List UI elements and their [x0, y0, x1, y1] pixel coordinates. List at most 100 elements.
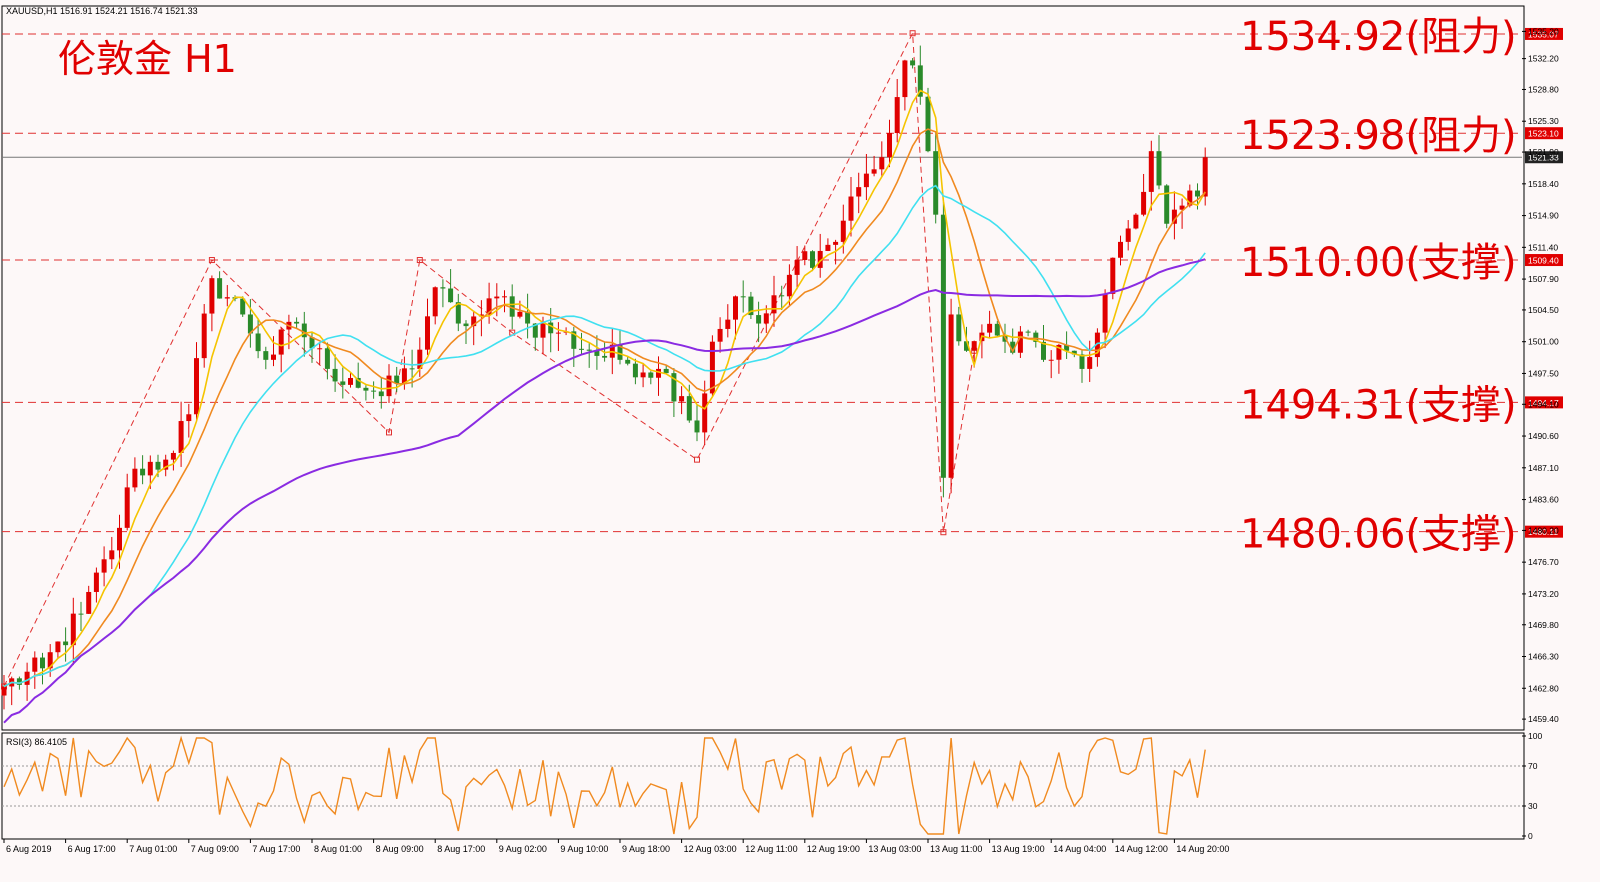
candle-69: [532, 323, 538, 351]
candle-150: [1156, 135, 1162, 190]
x-tick-label-14: 13 Aug 03:00: [868, 844, 921, 854]
candle-94: [725, 304, 731, 338]
candle-104: [802, 245, 808, 266]
candle-42: [324, 342, 330, 380]
candle-153: [1179, 198, 1185, 229]
rsi-tick-label-0: 100: [1528, 731, 1542, 741]
candle-50: [386, 364, 392, 404]
x-tick-label-19: 14 Aug 20:00: [1176, 844, 1229, 854]
y-tick-label-3: 1525.30: [1528, 116, 1559, 126]
candle-45: [348, 372, 353, 388]
x-tick-label-2: 7 Aug 01:00: [129, 844, 177, 854]
candle-18: [140, 455, 146, 485]
x-tick-label-3: 7 Aug 09:00: [191, 844, 239, 854]
level-label-3: 1494.31(支撑): [1240, 382, 1517, 428]
x-tick-label-13: 12 Aug 19:00: [807, 844, 860, 854]
candle-76: [586, 343, 592, 368]
candle-49: [378, 377, 384, 409]
candle-106: [817, 233, 823, 278]
rsi-plot-frame: [1, 732, 1525, 840]
candle-65: [502, 290, 507, 313]
candle-7: [55, 641, 61, 659]
y-tick-label-7: 1511.40: [1528, 242, 1558, 252]
ma-60-line: [3, 258, 1206, 724]
candle-141: [1087, 340, 1093, 382]
candle-31: [240, 296, 246, 317]
y-tick-label-16: 1480.20: [1528, 525, 1559, 535]
level-labels-layer: 1534.92(阻力) 1535.07 1523.98(阻力) 1523.10 1510…: [1240, 14, 1563, 558]
level-tag-bg-0: [1525, 27, 1563, 40]
candle-87: [671, 368, 677, 418]
candle-21: [163, 454, 169, 477]
current-price-tag-bg: [1525, 151, 1563, 164]
candle-84: [648, 371, 654, 385]
candle-96: [740, 280, 746, 313]
x-tick-label-18: 14 Aug 12:00: [1115, 844, 1168, 854]
y-tick-label-19: 1469.80: [1528, 620, 1559, 630]
x-tick-label-17: 14 Aug 04:00: [1053, 844, 1106, 854]
zigzag-point-6: [909, 30, 916, 37]
candle-22: [170, 450, 176, 471]
candle-53: [409, 349, 415, 388]
candle-55: [425, 298, 430, 356]
y-tick-label-14: 1487.10: [1528, 463, 1559, 473]
zigzag-point-5: [694, 456, 700, 463]
candle-92: [709, 335, 715, 396]
x-tick-label-12: 12 Aug 11:00: [745, 844, 797, 854]
candle-26: [201, 304, 207, 368]
candle-152: [1171, 191, 1177, 240]
candle-34: [263, 346, 269, 370]
zigzag-point-3: [416, 257, 423, 264]
candle-99: [763, 305, 769, 333]
candle-28: [217, 271, 223, 299]
y-axis: 1535.20 1532.20 1528.80 1525.30 1521.90 1518.…: [1522, 26, 1559, 724]
rsi-layer: 100 70 30 0: [2, 731, 1542, 841]
y-tick-label-1: 1532.20: [1528, 54, 1559, 64]
candle-149: [1148, 140, 1154, 211]
zigzag-point-2: [386, 429, 392, 436]
y-tick-label-20: 1466.30: [1528, 652, 1559, 662]
x-tick-label-10: 9 Aug 18:00: [622, 844, 670, 854]
y-tick-label-10: 1501.00: [1528, 337, 1559, 347]
y-tick-label-4: 1521.90: [1528, 147, 1559, 157]
candle-103: [794, 246, 800, 290]
candle-35: [271, 336, 276, 367]
candle-66: [509, 284, 515, 330]
chart-title: 伦敦金 H1: [58, 37, 237, 81]
candle-62: [478, 300, 484, 337]
candle-90: [694, 404, 700, 442]
candle-61: [471, 310, 477, 346]
candle-44: [340, 367, 346, 399]
candle-148: [1141, 173, 1147, 217]
candle-9: [70, 597, 76, 666]
y-tick-label-17: 1476.70: [1528, 557, 1559, 567]
y-tick-label-18: 1473.20: [1528, 589, 1559, 599]
candle-13: [101, 546, 107, 587]
candle-81: [625, 356, 631, 366]
candle-114: [879, 141, 885, 177]
candle-63: [486, 282, 492, 324]
candle-1: [9, 676, 15, 706]
x-tick-label-0: 6 Aug 2019: [6, 844, 52, 854]
level-label-2: 1510.00(支撑): [1240, 240, 1517, 286]
candle-46: [355, 362, 361, 389]
candle-25: [194, 342, 199, 421]
level-tag-1: 1523.10: [1528, 129, 1559, 139]
candle-17: [132, 457, 138, 492]
y-tick-label-15: 1483.60: [1528, 495, 1559, 505]
symbol-info: XAUUSD,H1 1516.91 1524.21 1516.74 1521.3…: [6, 6, 198, 16]
candle-110: [848, 177, 854, 237]
ma-20-line: [3, 184, 1206, 688]
candle-47: [363, 385, 369, 401]
candle-143: [1102, 289, 1108, 349]
rsi-tick-label-1: 70: [1528, 761, 1538, 771]
candle-83: [640, 362, 646, 388]
candle-112: [863, 154, 869, 201]
candle-86: [663, 365, 669, 374]
y-tick-label-0: 1535.20: [1528, 26, 1559, 36]
candle-5: [40, 652, 45, 685]
x-tick-label-9: 9 Aug 10:00: [560, 844, 608, 854]
candle-145: [1118, 235, 1123, 266]
y-tick-label-11: 1497.50: [1528, 368, 1559, 378]
